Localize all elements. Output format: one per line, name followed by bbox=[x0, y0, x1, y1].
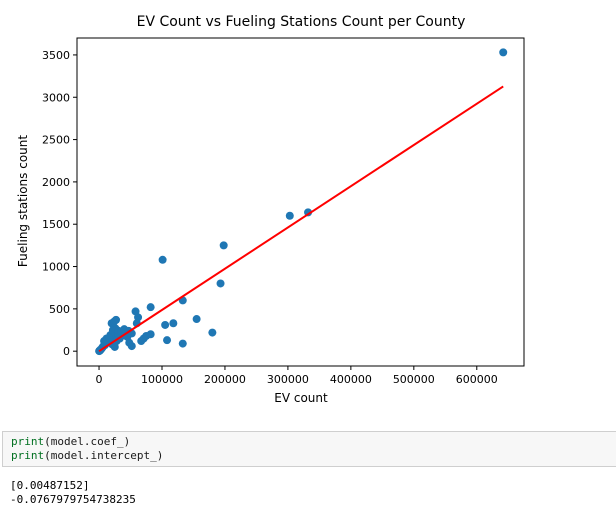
code-line-intercept: print(model.intercept_) bbox=[11, 449, 613, 463]
y-tick-label: 1500 bbox=[42, 218, 70, 231]
y-tick-label: 500 bbox=[49, 303, 70, 316]
code-fn-print: print bbox=[11, 435, 45, 448]
y-axis-label: Fueling stations count bbox=[16, 135, 30, 267]
data-point bbox=[285, 211, 294, 220]
x-tick-label: 300000 bbox=[267, 373, 309, 386]
x-tick-label: 200000 bbox=[204, 373, 246, 386]
y-tick-label: 2000 bbox=[42, 176, 70, 189]
data-points bbox=[95, 48, 508, 356]
scatter-plot-svg: EV Count vs Fueling Stations Count per C… bbox=[16, 14, 525, 405]
data-point bbox=[142, 331, 151, 340]
code-arg: (model.coef_) bbox=[44, 435, 131, 448]
x-axis-label: EV count bbox=[274, 391, 328, 405]
data-point bbox=[110, 317, 119, 326]
y-tick-label: 3000 bbox=[42, 91, 70, 104]
output-intercept: -0.0767979754738235 bbox=[10, 493, 136, 506]
regression-line-group bbox=[98, 85, 504, 353]
data-point bbox=[158, 255, 167, 264]
code-arg: (model.intercept_) bbox=[44, 449, 164, 462]
code-line-coef: print(model.coef_) bbox=[11, 435, 613, 449]
y-tick-label: 1000 bbox=[42, 261, 70, 274]
data-point bbox=[161, 320, 170, 329]
output-coef: [0.00487152] bbox=[10, 479, 90, 492]
data-point bbox=[219, 241, 228, 250]
chart-title: EV Count vs Fueling Stations Count per C… bbox=[137, 14, 466, 30]
x-tick-label: 600000 bbox=[456, 373, 498, 386]
data-point bbox=[105, 333, 114, 342]
data-point bbox=[163, 336, 172, 345]
data-point bbox=[169, 319, 178, 328]
data-point bbox=[216, 279, 225, 288]
data-point bbox=[208, 328, 217, 337]
data-point bbox=[499, 48, 508, 57]
x-tick-label: 500000 bbox=[393, 373, 435, 386]
data-point bbox=[146, 303, 155, 312]
scatter-plot-figure: EV Count vs Fueling Stations Count per C… bbox=[16, 14, 525, 405]
x-tick-label: 100000 bbox=[141, 373, 183, 386]
code-cell[interactable]: print(model.coef_) print(model.intercept… bbox=[2, 431, 616, 467]
data-point bbox=[178, 339, 187, 348]
x-tick-label: 400000 bbox=[330, 373, 372, 386]
data-point bbox=[192, 315, 201, 324]
y-tick-label: 3500 bbox=[42, 49, 70, 62]
x-tick-label: 0 bbox=[96, 373, 103, 386]
y-tick-label: 0 bbox=[63, 345, 70, 358]
code-fn-print: print bbox=[11, 449, 45, 462]
y-tick-label: 2500 bbox=[42, 134, 70, 147]
axes-frame bbox=[76, 37, 525, 367]
data-point bbox=[110, 342, 119, 351]
cell-output: [0.00487152] -0.0767979754738235 bbox=[10, 479, 136, 507]
data-point bbox=[304, 208, 313, 217]
axes: 0 100000 200000 300000 400000 500000 600000 0 50… bbox=[42, 37, 525, 386]
regression-line bbox=[98, 85, 504, 353]
data-point bbox=[137, 337, 146, 346]
